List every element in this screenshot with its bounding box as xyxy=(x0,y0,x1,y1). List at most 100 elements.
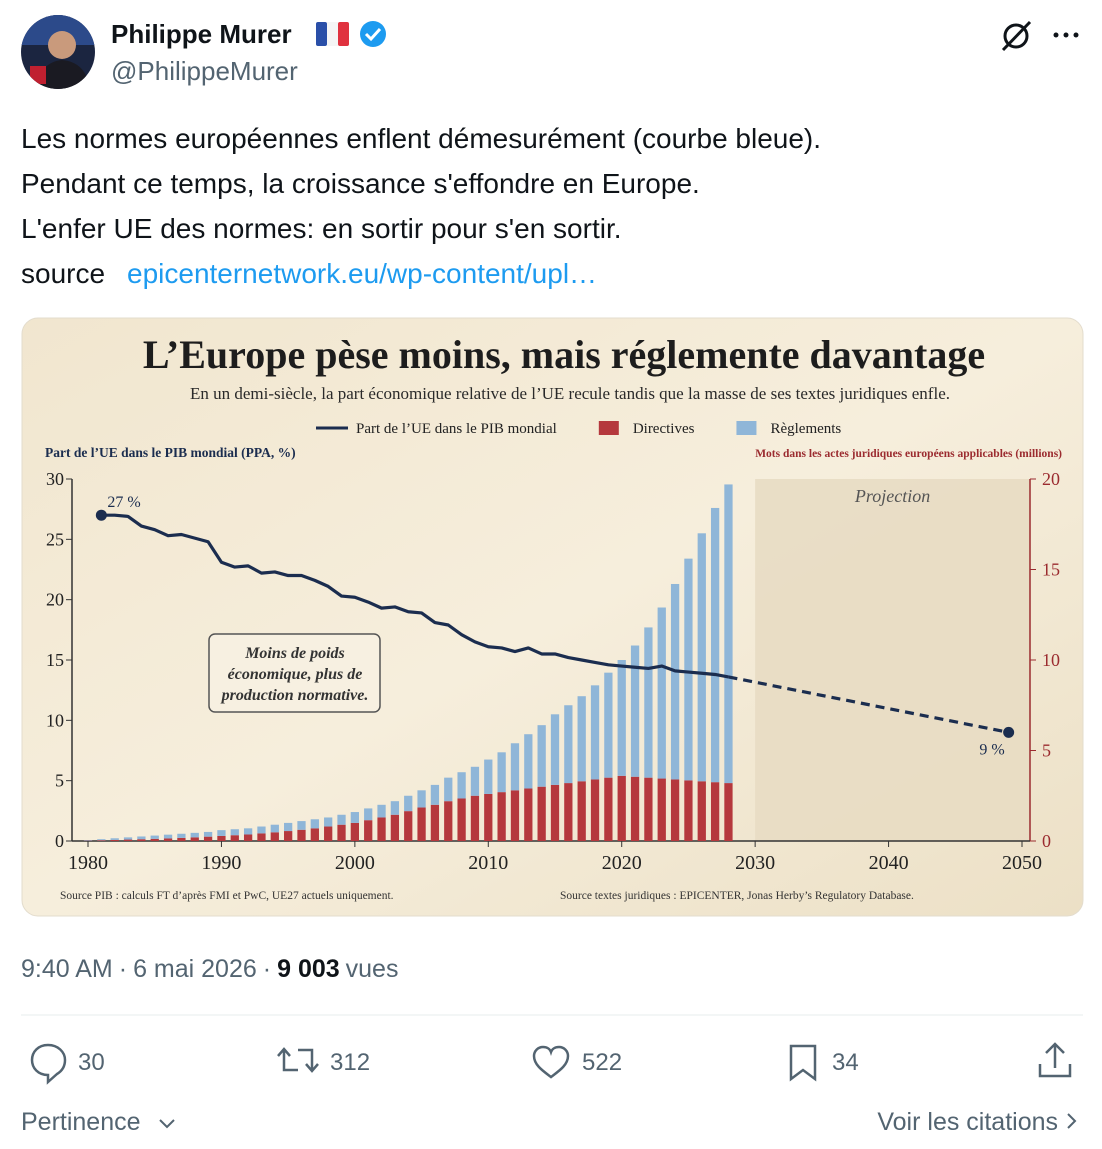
y2-axis-label: Mots dans les actes juridiques européens… xyxy=(755,448,1062,460)
bar-segment xyxy=(137,836,146,840)
view-count: 9 003 xyxy=(277,955,340,983)
bar-segment xyxy=(177,833,186,838)
bar-segment xyxy=(243,834,253,841)
chart-title: L’Europe pèse moins, mais réglemente dav… xyxy=(143,332,985,377)
bar-segment xyxy=(470,766,480,796)
bar-segment xyxy=(257,826,266,834)
annotation-text: production normative. xyxy=(220,687,369,704)
reply-count: 30 xyxy=(78,1049,105,1076)
chevron-right xyxy=(1067,1113,1077,1129)
bar-segment xyxy=(110,839,119,841)
bar-segment xyxy=(457,772,466,799)
time-text[interactable]: 9:40 AM xyxy=(21,955,113,983)
bar-segment xyxy=(177,837,186,841)
bar-segment xyxy=(123,837,133,840)
y2-tick-label: 10 xyxy=(1042,650,1060,670)
bar-segment xyxy=(590,685,600,780)
bar-segment xyxy=(350,812,359,823)
y-tick-label: 5 xyxy=(55,771,64,791)
bar-segment xyxy=(163,834,173,839)
bar-segment xyxy=(230,835,239,841)
sort-selector[interactable]: Pertinence xyxy=(21,1108,141,1136)
separator: · xyxy=(119,955,127,983)
bar-segment xyxy=(203,836,213,841)
bar-segment xyxy=(497,792,506,841)
grok-icon[interactable] xyxy=(1001,20,1032,52)
bar-segment xyxy=(684,780,693,841)
point-label: 9 % xyxy=(979,741,1004,758)
bar-segment xyxy=(524,788,533,841)
line-series xyxy=(101,513,729,679)
y-axis-label: Part de l’UE dans le PIB mondial (PPA, %… xyxy=(45,445,296,460)
bar-segment xyxy=(324,817,333,827)
source-label: source xyxy=(21,258,105,289)
point-marker xyxy=(1003,726,1015,738)
tweet-meta: 9:40 AM · 6 mai 2026 · 9 003 vues xyxy=(21,955,398,983)
bar-segment xyxy=(670,779,680,841)
bar-segment xyxy=(710,507,720,783)
bookmark-button[interactable]: 34 xyxy=(789,1044,859,1082)
bar-segment xyxy=(484,759,493,794)
source-note: Source PIB : calculs FT d’après FMI et P… xyxy=(60,890,394,902)
more-icon[interactable] xyxy=(1053,32,1079,38)
bar-segment xyxy=(550,714,560,785)
verified-badge xyxy=(360,21,386,47)
x-tick-label: 1990 xyxy=(201,852,241,874)
bar-segment xyxy=(510,790,520,841)
x-tick-label: 2040 xyxy=(869,852,909,874)
bar-segment xyxy=(617,775,626,841)
reply-button[interactable]: 30 xyxy=(30,1043,105,1085)
source-note: Source textes juridiques : EPICENTER, Jo… xyxy=(560,890,914,902)
bar-segment xyxy=(337,824,346,841)
bar-segment xyxy=(724,783,733,841)
date[interactable]: 6 mai 2026 xyxy=(133,955,257,983)
bar-segment xyxy=(417,790,426,808)
author-name[interactable]: Philippe Murer xyxy=(111,19,292,49)
bar-segment xyxy=(497,752,506,793)
like-button[interactable]: 522 xyxy=(532,1045,622,1079)
repost-button[interactable]: 312 xyxy=(277,1047,370,1076)
bar-segment xyxy=(684,558,693,781)
bar-segment xyxy=(110,838,119,840)
source-link[interactable]: epicenternetwork.eu/wp-content/upl… xyxy=(127,258,597,289)
annotation-text: économique, plus de xyxy=(228,666,363,683)
legend-swatch xyxy=(598,421,619,435)
legend-swatch xyxy=(736,421,757,435)
bar-segment xyxy=(310,828,319,841)
bar-segment xyxy=(377,804,386,818)
bar-segment xyxy=(350,822,359,841)
bar-segment xyxy=(444,777,453,802)
bar-segment xyxy=(190,832,199,838)
bar-segment xyxy=(337,814,346,825)
bar-segment xyxy=(404,795,413,812)
flag xyxy=(316,22,349,46)
bar-segment xyxy=(123,839,133,841)
time[interactable]: 9:40 AM · 6 mai 2026 · 9 003 vues xyxy=(21,955,398,983)
avatar[interactable] xyxy=(21,15,95,89)
projection-area xyxy=(755,479,1030,841)
point-marker xyxy=(95,509,107,521)
bar-segment xyxy=(97,840,106,841)
text-line: L'enfer UE des normes: en sortir pour s'… xyxy=(21,213,622,244)
chart-image[interactable]: L’Europe pèse moins, mais réglemente dav… xyxy=(21,317,1084,917)
bar-segment xyxy=(390,801,400,815)
quotes-link[interactable]: Voir les citations xyxy=(877,1108,1058,1136)
bar-segment xyxy=(484,793,493,841)
bar-segment xyxy=(150,835,159,839)
bar-segment xyxy=(617,660,626,776)
bar-segment xyxy=(243,828,253,835)
bar-segment xyxy=(310,819,319,829)
bookmark-count: 34 xyxy=(832,1049,859,1076)
separator: · xyxy=(263,955,271,983)
bar-segment xyxy=(270,824,279,833)
projection-label: Projection xyxy=(854,486,930,506)
share-button[interactable] xyxy=(1038,1042,1072,1078)
x-tick-label: 2030 xyxy=(735,852,775,874)
y2-tick-label: 0 xyxy=(1042,831,1051,851)
bar-segment xyxy=(510,743,520,791)
text-line: Les normes européennes enflent démesurém… xyxy=(21,123,821,154)
bar-segment xyxy=(230,829,239,836)
author-handle[interactable]: @PhilippeMurer xyxy=(111,56,298,86)
